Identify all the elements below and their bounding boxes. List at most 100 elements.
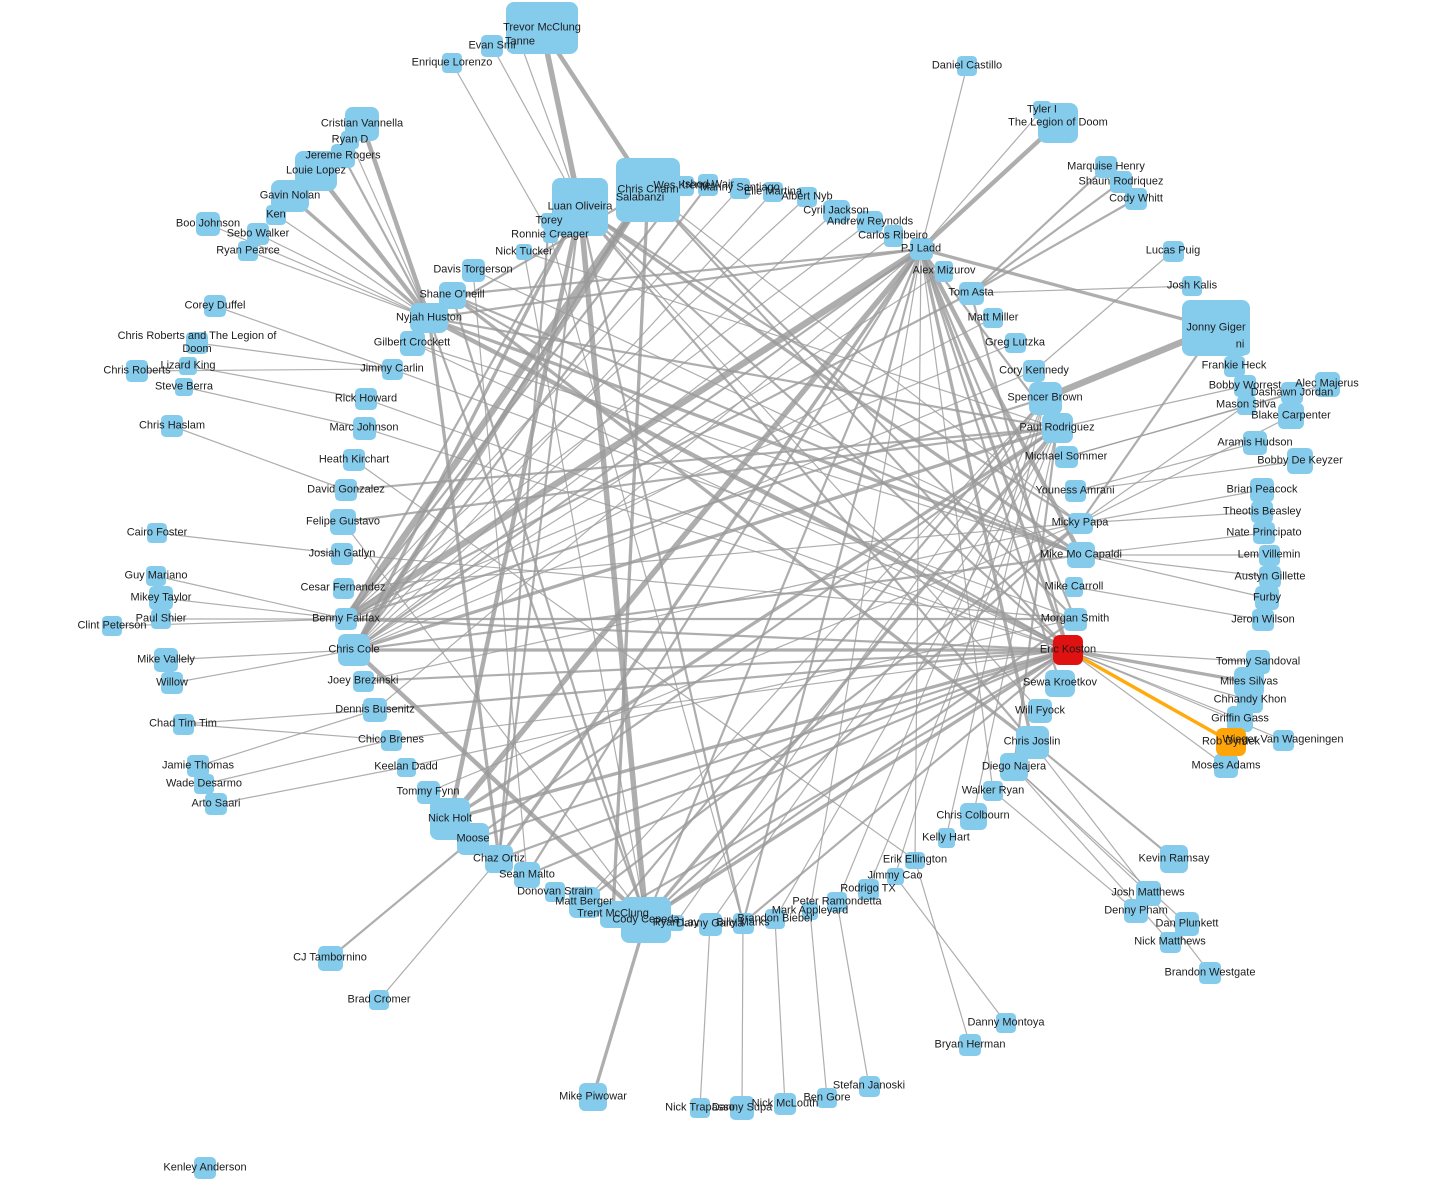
node-davis-torgerson[interactable] (461, 258, 485, 282)
node-willow[interactable] (161, 672, 183, 694)
node-cj-tambornino[interactable] (317, 945, 343, 971)
node-erik-ellington[interactable] (905, 851, 925, 869)
node-brian-peacock[interactable] (1250, 478, 1274, 502)
node-chris-roberts-lod[interactable] (186, 332, 208, 354)
node-mike-piwowar[interactable] (579, 1083, 607, 1111)
node-denny-pham[interactable] (1124, 899, 1148, 923)
node-nick-trapasso[interactable] (690, 1098, 710, 1118)
node-sean-malto[interactable] (514, 862, 540, 888)
node-keelan-dadd[interactable] (396, 757, 416, 777)
node-shane-oneill[interactable] (438, 281, 466, 309)
node-chaz-ortiz[interactable] (485, 845, 513, 873)
node-marquise-henry[interactable] (1095, 156, 1117, 178)
node-ken[interactable] (266, 205, 286, 225)
node-marc-johnson[interactable] (352, 416, 376, 440)
node-brandon-westgate[interactable] (1199, 962, 1221, 984)
node-albert-nyberg[interactable] (797, 187, 817, 207)
node-clint-peterson[interactable] (102, 616, 122, 636)
node-mikey-taylor[interactable] (149, 586, 173, 610)
node-joey-brezinski[interactable] (352, 670, 374, 692)
node-brandon-biebel[interactable] (765, 909, 785, 929)
node-cairo-foster[interactable] (147, 523, 167, 543)
node-carlos-ribeiro[interactable] (883, 225, 903, 247)
node-dashawn-jordan[interactable] (1281, 382, 1303, 404)
node-danny-garcia[interactable] (698, 912, 722, 936)
node-wade-desarmo[interactable] (194, 774, 214, 794)
node-brad-cromer[interactable] (369, 990, 389, 1010)
node-stefan-janoski[interactable] (858, 1075, 880, 1097)
node-mason-silva[interactable] (1236, 395, 1256, 415)
node-rodrigo-tx[interactable] (857, 878, 879, 900)
node-enrique-lorenzo[interactable] (442, 53, 462, 73)
node-kevin-ramsay[interactable] (1160, 845, 1188, 873)
node-cyril-jackson[interactable] (822, 199, 850, 223)
node-jonny-giger[interactable] (1182, 300, 1250, 356)
node-tommy-sandoval[interactable] (1246, 650, 1270, 674)
node-wieger[interactable] (1272, 729, 1294, 751)
node-steve-berra[interactable] (175, 378, 193, 396)
node-matt-berger[interactable] (568, 886, 600, 918)
node-chad-tim-tim[interactable] (172, 713, 194, 735)
node-blake-carpenter[interactable] (1278, 403, 1304, 429)
node-heath-kirchart[interactable] (343, 449, 365, 471)
node-cody-whitt[interactable] (1125, 188, 1147, 210)
node-bobby-worrest[interactable] (1234, 375, 1256, 397)
node-trevor-mcclung[interactable] (506, 2, 578, 54)
node-furby[interactable] (1255, 586, 1279, 610)
node-benny-fairfax[interactable] (335, 608, 357, 630)
node-elie-martina[interactable] (763, 182, 783, 202)
node-pj-ladd[interactable] (909, 238, 933, 260)
node-gilbert-crockett[interactable] (399, 330, 425, 356)
node-chris-chann[interactable] (616, 158, 680, 222)
node-boo-johnson[interactable] (196, 212, 220, 236)
node-sebo-walker[interactable] (247, 223, 269, 245)
node-chris-cole[interactable] (338, 634, 370, 666)
node-diego-najera[interactable] (1000, 753, 1028, 781)
node-morgan-smith[interactable] (1063, 607, 1087, 631)
node-ishod-wair[interactable] (698, 174, 718, 196)
node-chris-colbourn[interactable] (959, 802, 987, 830)
node-alec-majerus[interactable] (1314, 371, 1340, 397)
node-paul-rodriguez[interactable] (1041, 413, 1073, 443)
node-luan-oliveira[interactable] (552, 178, 608, 236)
node-legion-of-doom[interactable] (1038, 103, 1078, 143)
node-matt-miller[interactable] (983, 308, 1003, 328)
node-chris-haslam[interactable] (161, 415, 183, 437)
node-mike-carroll[interactable] (1065, 577, 1083, 597)
node-tommy-fynn[interactable] (416, 780, 440, 804)
node-kenley-anderson[interactable] (194, 1157, 216, 1179)
node-felipe-gustavo[interactable] (330, 509, 356, 535)
node-walker-ryan[interactable] (983, 781, 1003, 801)
node-youness-amrani[interactable] (1064, 480, 1086, 502)
node-nick-holt[interactable] (430, 798, 470, 840)
node-donovan-strain[interactable] (545, 882, 565, 902)
node-tom-asta[interactable] (958, 281, 984, 305)
node-austyn-gillette[interactable] (1259, 566, 1281, 588)
node-manny-santiago[interactable] (730, 177, 750, 199)
node-andrew-reynolds[interactable] (857, 211, 883, 233)
node-lucas-puig[interactable] (1162, 240, 1184, 262)
node-peter-ramondetta[interactable] (827, 892, 847, 912)
node-greg-lutzka[interactable] (1004, 333, 1026, 353)
node-sewa-kroetkov[interactable] (1045, 669, 1075, 697)
node-aramis-hudson[interactable] (1243, 431, 1267, 455)
node-kelly-hart[interactable] (937, 828, 955, 848)
node-guy-mariano[interactable] (146, 566, 166, 586)
node-alex-mizurov[interactable] (935, 260, 953, 282)
node-arto-saari[interactable] (205, 793, 227, 815)
node-michael-sommer[interactable] (1054, 446, 1078, 468)
node-nate-principato[interactable] (1253, 522, 1275, 544)
node-paul-shier[interactable] (151, 609, 171, 629)
node-rick-howard[interactable] (355, 388, 377, 410)
node-corey-duffel[interactable] (204, 295, 226, 317)
node-lem-villemin[interactable] (1258, 544, 1280, 566)
node-lizard-king[interactable] (179, 357, 197, 375)
node-moses-adams[interactable] (1214, 754, 1238, 778)
node-chris-roberts[interactable] (126, 360, 148, 382)
node-jamie-thomas[interactable] (187, 755, 209, 777)
node-cesar-fernandez[interactable] (332, 577, 354, 599)
node-mike-vallely[interactable] (154, 648, 178, 672)
node-nick-mclouth[interactable] (774, 1093, 796, 1115)
node-dennis-busenitz[interactable] (363, 698, 387, 722)
node-evan-smith[interactable] (481, 35, 503, 57)
